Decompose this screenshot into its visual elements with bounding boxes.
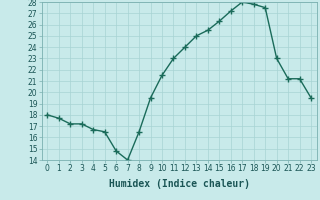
X-axis label: Humidex (Indice chaleur): Humidex (Indice chaleur) bbox=[109, 179, 250, 189]
